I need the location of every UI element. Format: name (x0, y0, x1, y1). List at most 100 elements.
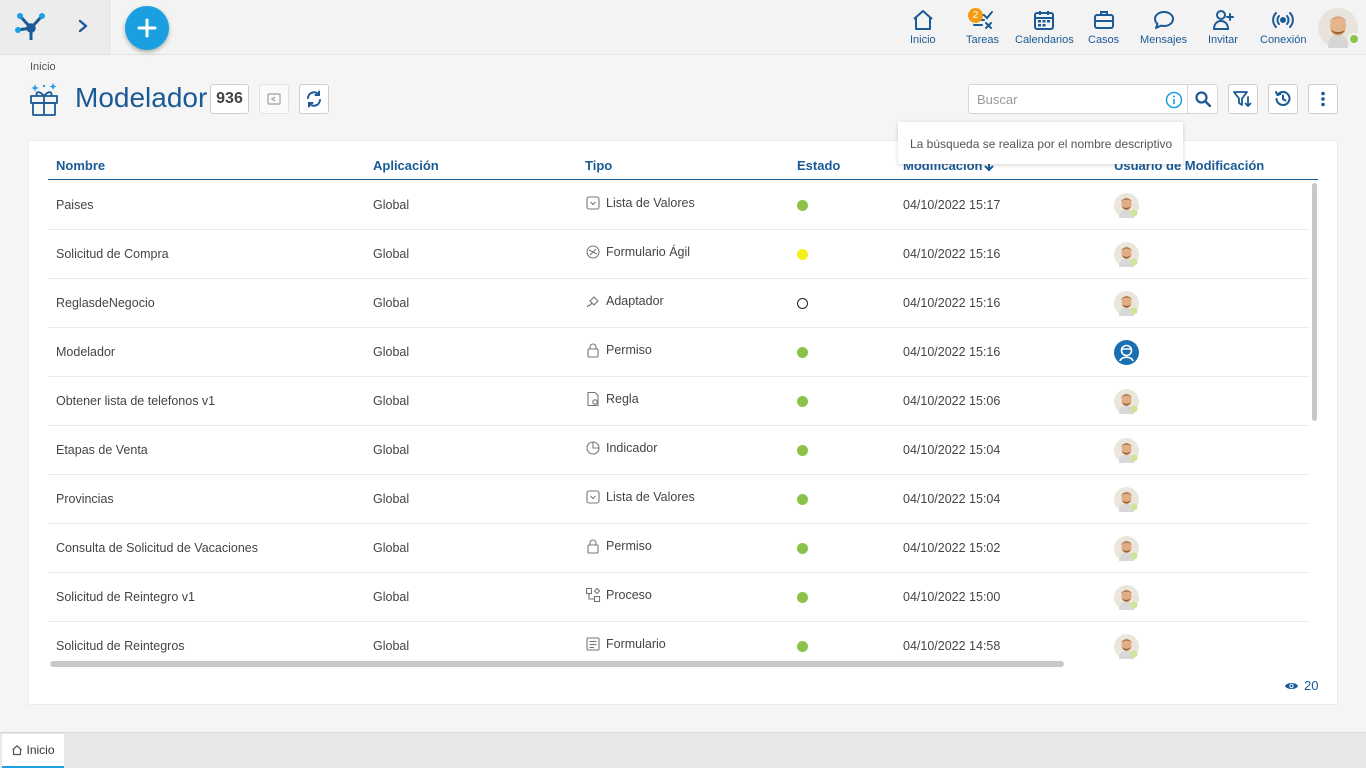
user-avatar[interactable] (1114, 487, 1139, 512)
cell-modified: 04/10/2022 15:06 (903, 394, 1001, 408)
cell-type-label: Adaptador (606, 294, 664, 308)
cell-name[interactable]: ReglasdeNegocio (56, 296, 155, 310)
user-avatar[interactable] (1114, 193, 1139, 218)
eye-icon (1285, 682, 1298, 689)
cell-modified: 04/10/2022 15:16 (903, 247, 1001, 261)
user-avatar[interactable] (1114, 242, 1139, 267)
history-button[interactable] (1268, 84, 1298, 114)
calendar-icon (1034, 11, 1055, 30)
more-options-button[interactable] (1308, 84, 1338, 114)
refresh-button[interactable] (299, 84, 329, 114)
table-row[interactable]: Provincias Global Lista de Valores 04/10/20… (48, 475, 1310, 524)
user-avatar[interactable] (1114, 291, 1139, 316)
nav-label: Inicio (910, 34, 936, 46)
column-header-aplicacion[interactable]: Aplicación (373, 158, 439, 173)
cell-application: Global (373, 590, 410, 604)
table-row[interactable]: Modelador Global Permiso 04/10/2022 15:16 (48, 328, 1310, 377)
column-header-estado[interactable]: Estado (797, 158, 841, 173)
cell-type: Formulario Ágil (585, 244, 690, 260)
vertical-scrollbar[interactable] (1312, 183, 1317, 421)
table-row[interactable]: ReglasdeNegocio Global Adaptador 04/10/2022… (48, 279, 1310, 328)
table-row[interactable]: Solicitud de Reintegros Global Formulario 0… (48, 622, 1310, 661)
user-avatar[interactable] (1318, 8, 1358, 48)
table-row[interactable]: Etapas de Venta Global Indicador 04/10/2022… (48, 426, 1310, 475)
cell-modified: 04/10/2022 15:16 (903, 345, 1001, 359)
top-bar: Inicio Tareas 2 Calendarios Casos Mensaj… (0, 0, 1366, 55)
table-row[interactable]: Consulta de Solicitud de Vacaciones Globa… (48, 524, 1310, 573)
nav-label: Invitar (1208, 34, 1238, 46)
cell-name[interactable]: Etapas de Venta (56, 443, 148, 457)
status-dot-green (797, 396, 808, 407)
cell-modified: 04/10/2022 15:16 (903, 296, 1001, 310)
horizontal-scrollbar[interactable] (50, 661, 1064, 667)
cell-application: Global (373, 492, 410, 506)
cell-modified: 04/10/2022 15:04 (903, 443, 1001, 457)
cell-name[interactable]: Consulta de Solicitud de Vacaciones (56, 541, 258, 555)
cell-application: Global (373, 639, 410, 653)
nav-mensajes[interactable]: Mensajes (1140, 8, 1187, 48)
lock-icon (587, 343, 599, 358)
cell-name[interactable]: Provincias (56, 492, 114, 506)
table-card (28, 140, 1338, 705)
tasks-badge: 2 (968, 8, 983, 23)
expand-menu-icon[interactable] (74, 16, 92, 36)
nav-conexion[interactable]: Conexión (1260, 8, 1306, 48)
page-title: Modelador (75, 82, 208, 113)
cell-type: Indicador (585, 440, 657, 456)
agile-form-icon (586, 245, 600, 259)
nav-tareas[interactable]: Tareas 2 (966, 8, 999, 48)
refresh-icon (307, 90, 321, 108)
column-header-nombre[interactable]: Nombre (56, 158, 106, 173)
info-icon[interactable] (1165, 91, 1183, 109)
user-avatar[interactable] (1114, 585, 1139, 610)
nav-invitar[interactable]: Invitar (1208, 8, 1238, 48)
cell-name[interactable]: Solicitud de Reintegros (56, 639, 185, 653)
table-row[interactable]: Obtener lista de telefonos v1 Global Regla… (48, 377, 1310, 426)
cell-modified: 04/10/2022 15:00 (903, 590, 1001, 604)
modeler-gift-icon (30, 83, 58, 116)
nav-label: Calendarios (1015, 34, 1074, 46)
cell-application: Global (373, 345, 410, 359)
table-row[interactable]: Paises Global Lista de Valores 04/10/2022 1… (48, 181, 1310, 230)
user-avatar[interactable] (1114, 438, 1139, 463)
more-vertical-icon (1321, 91, 1325, 107)
table-row[interactable]: Solicitud de Compra Global Formulario Ágil… (48, 230, 1310, 279)
cell-name[interactable]: Solicitud de Reintegro v1 (56, 590, 195, 604)
nav-inicio[interactable]: Inicio (910, 8, 936, 48)
status-dot-green (797, 543, 808, 554)
table-row[interactable]: Solicitud de Reintegro v1 Global Proceso 04… (48, 573, 1310, 622)
page-size-control[interactable]: 20 (1284, 678, 1318, 693)
cell-type: Permiso (585, 538, 652, 554)
search-button[interactable] (1187, 84, 1218, 114)
status-dot-yellow (797, 249, 808, 260)
cell-type: Lista de Valores (585, 489, 695, 505)
cell-name[interactable]: Paises (56, 198, 94, 212)
search-input[interactable] (969, 85, 1159, 113)
nav-calendarios[interactable]: Calendarios (1015, 8, 1074, 48)
nav-casos[interactable]: Casos (1088, 8, 1119, 48)
user-avatar[interactable] (1114, 389, 1139, 414)
tab-inicio[interactable]: Inicio (2, 734, 64, 768)
status-dot-green (797, 641, 808, 652)
export-button[interactable] (259, 84, 289, 114)
lock-icon (587, 539, 599, 554)
user-avatar[interactable] (1114, 536, 1139, 561)
cell-name[interactable]: Solicitud de Compra (56, 247, 169, 261)
app-logo-icon[interactable] (14, 10, 48, 42)
add-button[interactable] (125, 6, 169, 50)
system-user-avatar[interactable] (1114, 340, 1139, 365)
breadcrumb[interactable]: Inicio (30, 61, 56, 73)
table-body: Paises Global Lista de Valores 04/10/2022 1… (48, 181, 1310, 661)
cell-application: Global (373, 296, 410, 310)
plus-icon (137, 18, 157, 38)
filter-button[interactable] (1228, 84, 1258, 114)
connection-icon (1272, 12, 1295, 28)
cell-type-label: Regla (606, 392, 639, 406)
cell-modified: 04/10/2022 15:17 (903, 198, 1001, 212)
column-header-tipo[interactable]: Tipo (585, 158, 613, 173)
cell-name[interactable]: Modelador (56, 345, 116, 359)
cell-name[interactable]: Obtener lista de telefonos v1 (56, 394, 216, 408)
status-dot-green (797, 347, 808, 358)
user-avatar[interactable] (1114, 634, 1139, 659)
home-icon (913, 10, 933, 30)
